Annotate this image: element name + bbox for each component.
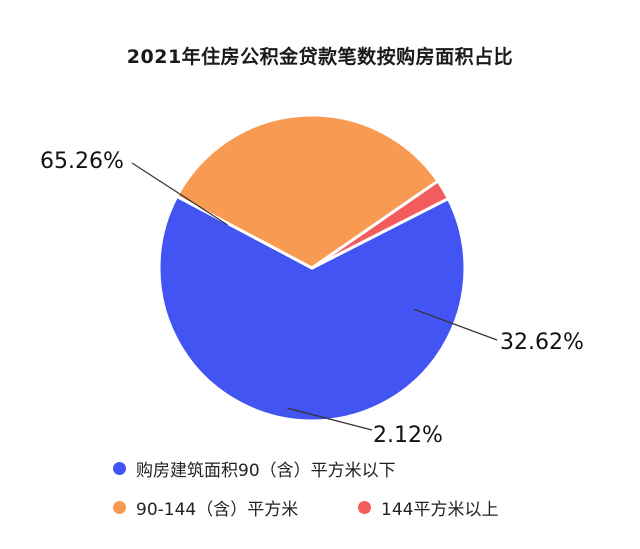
data-label-90-144: 32.62% bbox=[500, 330, 584, 355]
data-label-under-90: 65.26% bbox=[40, 149, 124, 174]
pie-slices bbox=[157, 113, 467, 423]
slice-over-144 bbox=[310, 179, 450, 270]
slice-under-90 bbox=[157, 194, 467, 423]
slice-90-144 bbox=[175, 113, 440, 270]
leader-under-90 bbox=[131, 162, 228, 226]
leader-lines bbox=[131, 162, 498, 431]
chart-title: 2021年住房公积金贷款笔数按购房面积占比 bbox=[126, 46, 514, 68]
leader-90-144 bbox=[413, 308, 498, 341]
data-labels: 65.26% 32.62% 2.12% bbox=[40, 149, 584, 448]
data-label-over-144: 2.12% bbox=[373, 423, 443, 448]
leader-over-144 bbox=[287, 407, 373, 431]
